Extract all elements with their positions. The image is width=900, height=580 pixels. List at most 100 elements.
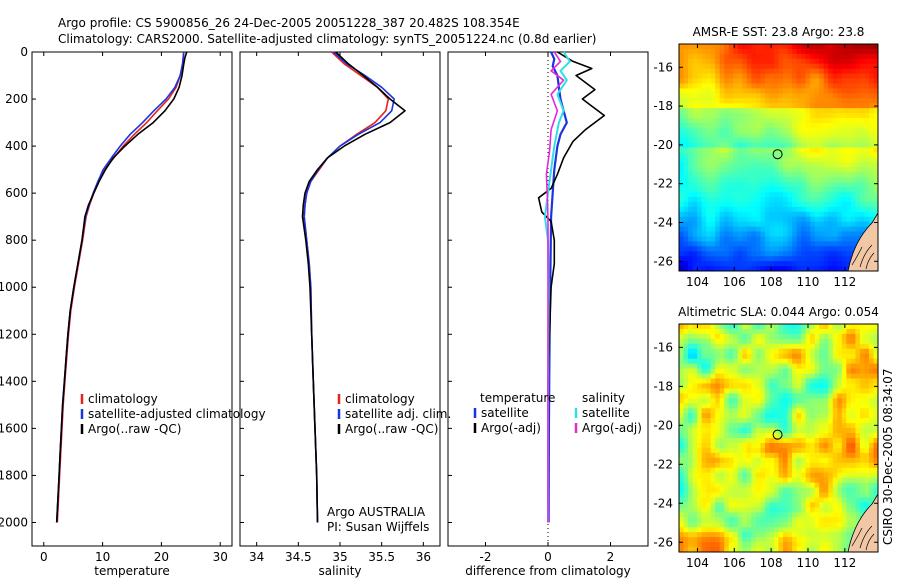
heatmap-cell: [697, 462, 703, 469]
heatmap-cell: [850, 113, 856, 119]
heatmap-cell: [859, 177, 865, 183]
heatmap-cell: [868, 162, 874, 168]
heatmap-cell: [688, 122, 693, 129]
heatmap-cell: [828, 378, 834, 384]
heatmap-cell: [688, 152, 693, 158]
heatmap-cell: [764, 58, 770, 65]
heatmap-cell: [764, 226, 770, 232]
heatmap-cell: [855, 497, 861, 503]
heatmap-cell: [733, 251, 739, 257]
heatmap-cell: [769, 447, 775, 454]
heatmap-cell: [683, 438, 689, 444]
heatmap-cell: [764, 147, 770, 153]
heatmap-cell: [841, 211, 847, 218]
heatmap-cell: [692, 403, 698, 409]
heatmap-cell: [679, 413, 684, 419]
heatmap-cell: [710, 98, 716, 104]
heatmap-cell: [760, 122, 766, 129]
heatmap-cell: [760, 211, 766, 218]
heatmap-cell: [864, 113, 870, 119]
heatmap-cell: [864, 196, 870, 203]
heatmap-cell: [755, 363, 761, 370]
heatmap-cell: [796, 324, 802, 330]
heatmap-cell: [769, 507, 775, 513]
heatmap-cell: [841, 393, 847, 399]
heatmap-cell: [719, 423, 725, 429]
heatmap-cell: [683, 398, 689, 404]
heatmap-cell: [819, 462, 825, 469]
heatmap-cell: [760, 492, 766, 498]
heatmap-cell: [792, 363, 797, 370]
heatmap-cell: [769, 462, 775, 469]
heatmap-cell: [823, 467, 829, 474]
heatmap-cell: [769, 452, 775, 459]
heatmap-cell: [751, 522, 757, 528]
heatmap-cell: [810, 343, 816, 350]
heatmap-cell: [841, 482, 847, 488]
heatmap-cell: [742, 358, 748, 365]
heatmap-cell: [764, 457, 770, 464]
heatmap-cell: [873, 467, 879, 474]
heatmap-cell: [719, 246, 725, 252]
heatmap-cell: [715, 103, 721, 109]
heatmap-cell: [764, 157, 770, 163]
heatmap-cell: [864, 497, 870, 503]
heatmap-cell: [769, 522, 775, 528]
heatmap-cell: [850, 403, 856, 409]
heatmap-cell: [710, 246, 716, 252]
heatmap-cell: [742, 211, 748, 218]
series-line-argo: [55, 51, 188, 523]
heatmap-cell: [792, 542, 797, 548]
heatmap-cell: [755, 502, 761, 508]
heatmap-cell: [850, 177, 856, 183]
heatmap-cell: [728, 343, 734, 350]
heatmap-cell: [841, 418, 847, 424]
heatmap-cell: [733, 182, 739, 188]
heatmap-cell: [724, 333, 730, 340]
heatmap-cell: [814, 206, 820, 213]
heatmap-cell: [746, 201, 752, 208]
heatmap-cell: [783, 532, 788, 538]
heatmap-cell: [850, 58, 856, 65]
heatmap-cell: [832, 152, 838, 158]
heatmap-cell: [859, 452, 865, 459]
heatmap-cell: [832, 266, 838, 272]
heatmap-cell: [719, 537, 725, 543]
heatmap-cell: [760, 403, 766, 409]
heatmap-cell: [719, 368, 725, 374]
heatmap-cell: [783, 58, 788, 65]
heatmap-cell: [760, 172, 766, 178]
heatmap-cell: [810, 78, 816, 84]
heatmap-cell: [846, 378, 852, 384]
heatmap-cell: [814, 348, 820, 355]
heatmap-cell: [751, 261, 757, 267]
heatmap-cell: [783, 408, 788, 414]
heatmap-cell: [850, 44, 856, 50]
heatmap-cell: [873, 196, 879, 203]
x-tick-label: 2: [607, 550, 615, 564]
heatmap-cell: [801, 48, 807, 55]
heatmap-cell: [710, 266, 716, 272]
heatmap-cell: [792, 522, 797, 528]
heatmap-cell: [796, 108, 802, 114]
heatmap-cell: [679, 373, 684, 379]
heatmap-cell: [701, 88, 707, 94]
heatmap-cell: [783, 192, 788, 198]
heatmap-cell: [764, 358, 770, 365]
heatmap-cell: [706, 462, 712, 469]
heatmap-cell: [728, 167, 734, 173]
heatmap-cell: [864, 388, 870, 394]
heatmap-cell: [859, 137, 865, 144]
argo-annotation-line2: PI: Susan Wijffels: [327, 520, 429, 534]
heatmap-cell: [751, 226, 757, 232]
heatmap-cell: [697, 142, 703, 149]
heatmap-cell: [814, 266, 820, 272]
heatmap-cell: [724, 196, 730, 203]
heatmap-cell: [819, 393, 825, 399]
heatmap-cell: [706, 157, 712, 163]
heatmap-cell: [837, 512, 843, 518]
heatmap-cell: [832, 507, 838, 513]
heatmap-cell: [706, 358, 712, 365]
heatmap-cell: [868, 98, 874, 104]
heatmap-cell: [688, 373, 693, 379]
